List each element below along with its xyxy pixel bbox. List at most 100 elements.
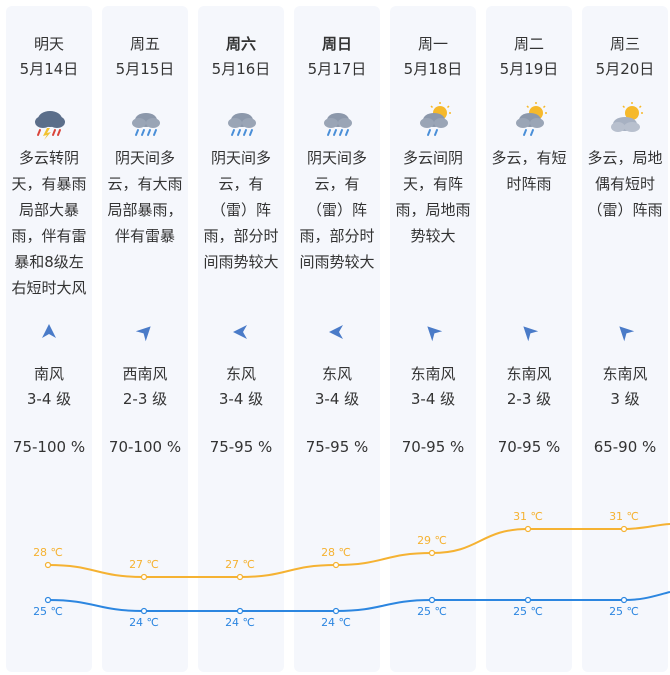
date-label: 5月15日 — [115, 60, 175, 78]
day-label: 周日 — [321, 35, 352, 53]
wind-direction: 西南风 — [122, 365, 168, 383]
high-temperature-line — [47, 523, 670, 579]
description-line: 暴和8级左 — [14, 253, 84, 271]
temperature-point — [428, 549, 436, 557]
description-line: 天，有阵 — [402, 175, 463, 193]
temperature-label: 31 ℃ — [513, 510, 543, 523]
weather-description: 阴天间多 云，有 （雷）阵 雨，部分时 间雨势较大 — [198, 145, 284, 275]
wind-direction-icon — [135, 326, 151, 342]
humidity: 70-95 % — [497, 438, 561, 456]
day-label: 周六 — [225, 35, 256, 53]
temperature-label: 27 ℃ — [225, 558, 255, 571]
low-temperature-line — [47, 591, 670, 613]
weather-description: 多云间阴天，有阵雨，局地雨势较大 — [390, 145, 476, 249]
wind-direction-icon — [427, 326, 443, 342]
humidity: 65-90 % — [593, 438, 657, 456]
wind-level: 3-4 级 — [410, 390, 456, 408]
weather-description: 多云，有短时阵雨 — [486, 145, 572, 197]
wind-level: 3-4 级 — [314, 390, 360, 408]
description-line: 雨，伴有雷 — [11, 227, 87, 245]
description-line: 间雨势较大 — [299, 253, 375, 271]
wind-direction-icon — [42, 324, 56, 338]
description-line: 伴有雷暴 — [114, 227, 175, 245]
temperature-point — [428, 596, 436, 604]
humidity: 75-95 % — [305, 438, 369, 456]
wind-level: 2-3 级 — [122, 390, 168, 408]
temperature-label: 28 ℃ — [33, 546, 63, 559]
description-line: 阴天间多 — [114, 149, 175, 167]
thunderstorm-icon — [35, 111, 65, 140]
temperature-label: 28 ℃ — [321, 546, 351, 559]
heavy-rain-icon — [132, 113, 160, 136]
wind-direction: 南风 — [33, 365, 64, 383]
temperature-point — [236, 573, 244, 581]
description-line: 多云，有短 — [491, 149, 567, 167]
description-line: 雨，局地雨 — [395, 201, 471, 219]
weather-description: 阴天间多 云，有大雨 局部暴雨， 伴有雷暴 — [102, 145, 188, 249]
high-temperature-series: 28 ℃ 27 ℃ 27 ℃ 28 ℃ 29 ℃ 31 ℃ 31 ℃ — [33, 510, 670, 581]
wind-direction-icon — [619, 326, 635, 342]
temperature-point — [620, 596, 628, 604]
humidity: 75-95 % — [209, 438, 273, 456]
description-line: 天，有暴雨 — [11, 175, 87, 193]
date-label: 5月14日 — [19, 60, 79, 78]
date-label: 5月16日 — [211, 60, 271, 78]
wind-direction-icon — [329, 325, 343, 339]
date-label: 5月17日 — [307, 60, 367, 78]
description-line: 势较大 — [410, 227, 456, 245]
temperature-label: 24 ℃ — [129, 616, 159, 629]
temperature-label: 31 ℃ — [609, 510, 639, 523]
temperature-point — [620, 525, 628, 533]
description-line: 多云间阴 — [402, 149, 463, 167]
description-line: （雷）阵 — [306, 201, 367, 219]
wind-level: 3 级 — [610, 390, 640, 408]
wind-direction-icon — [523, 326, 539, 342]
wind-level: 3-4 级 — [26, 390, 72, 408]
day-label: 周五 — [129, 35, 160, 53]
day-label: 明天 — [33, 35, 64, 53]
temperature-label: 25 ℃ — [417, 605, 447, 618]
temperature-label: 24 ℃ — [225, 616, 255, 629]
description-line: 局部大暴 — [18, 201, 79, 219]
description-line: 多云转阴 — [18, 149, 79, 167]
description-line: 多云，局地 — [587, 149, 663, 167]
humidity: 70-100 % — [108, 438, 182, 456]
temperature-point — [332, 607, 340, 615]
wind-direction: 东南风 — [602, 365, 648, 383]
date-label: 5月18日 — [403, 60, 463, 78]
date-label: 5月19日 — [499, 60, 559, 78]
temperature-point — [140, 573, 148, 581]
temperature-label: 27 ℃ — [129, 558, 159, 571]
temperature-label: 29 ℃ — [417, 534, 447, 547]
temperature-label: 24 ℃ — [321, 616, 351, 629]
description-line: 局部暴雨， — [107, 201, 183, 219]
wind-direction: 东风 — [225, 365, 256, 383]
weather-description: 多云转阴天，有暴雨局部大暴雨，伴有雷暴和8级左右短时大风 — [6, 145, 92, 301]
partly-cloudy-icon — [611, 102, 643, 132]
description-line: 右短时大风 — [11, 279, 87, 297]
weather-description: 阴天间多 云，有 （雷）阵 雨，部分时 间雨势较大 — [294, 145, 380, 275]
weather-description: 多云，局地偶有短时 （雷）阵雨 — [582, 145, 668, 223]
description-line: （雷）阵 — [210, 201, 271, 219]
wind-direction-icon — [233, 325, 247, 339]
heavy-rain-icon — [324, 113, 352, 136]
description-line: 偶有短时 — [594, 175, 655, 193]
temperature-point — [140, 607, 148, 615]
day-label: 周一 — [417, 35, 448, 53]
description-line: 时阵雨 — [506, 175, 552, 193]
temperature-point — [524, 525, 532, 533]
description-line: （雷）阵雨 — [587, 201, 663, 219]
temperature-point — [332, 561, 340, 569]
description-line: 雨，部分时 — [203, 227, 279, 245]
description-line: 云，有 — [218, 175, 264, 193]
temperature-point — [236, 607, 244, 615]
wind-direction: 东南风 — [410, 365, 456, 383]
description-line: 云，有 — [314, 175, 360, 193]
temperature-point — [44, 596, 52, 604]
temperature-label: 25 ℃ — [33, 605, 63, 618]
sun-cloud-rain-icon — [420, 102, 451, 136]
sun-cloud-rain-icon — [516, 102, 547, 136]
description-line: 雨，部分时 — [299, 227, 375, 245]
wind-direction: 东风 — [321, 365, 352, 383]
